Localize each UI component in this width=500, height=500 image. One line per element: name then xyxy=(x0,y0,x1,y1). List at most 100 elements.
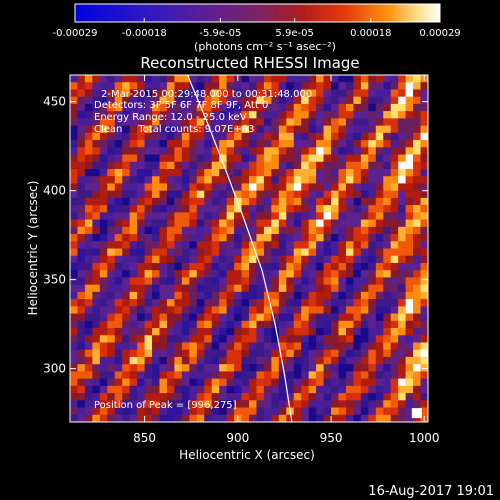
heatmap-cell xyxy=(137,205,145,213)
heatmap-cell xyxy=(226,161,235,170)
heatmap-cell xyxy=(413,118,421,126)
heatmap-cell xyxy=(234,262,242,271)
heatmap-cell xyxy=(278,313,287,322)
heatmap-cell xyxy=(301,183,309,191)
heatmap-cell xyxy=(92,118,101,126)
heatmap-cell xyxy=(99,291,108,300)
heatmap-cell xyxy=(301,248,309,257)
heatmap-cell xyxy=(249,147,257,155)
heatmap-cell xyxy=(383,241,392,249)
heatmap-cell xyxy=(70,118,78,126)
heatmap-cell xyxy=(308,378,317,387)
heatmap-cell xyxy=(293,270,302,278)
heatmap-cell xyxy=(338,356,347,365)
heatmap-cell xyxy=(271,400,280,408)
heatmap-cell xyxy=(129,234,138,242)
heatmap-cell xyxy=(181,161,190,170)
heatmap-cell xyxy=(129,140,138,148)
heatmap-cell xyxy=(196,234,205,242)
heatmap-cell xyxy=(316,234,324,242)
heatmap-cell xyxy=(256,161,265,170)
heatmap-cell xyxy=(219,161,227,170)
heatmap-cell xyxy=(84,371,93,379)
heatmap-cell xyxy=(338,262,347,271)
heatmap-cell xyxy=(375,103,384,112)
heatmap-cell xyxy=(211,364,220,372)
heatmap-cell xyxy=(323,335,332,343)
heatmap-cell xyxy=(331,270,339,278)
heatmap-cell xyxy=(286,364,295,372)
heatmap-cell xyxy=(420,190,428,199)
heatmap-cell xyxy=(241,89,250,97)
heatmap-cell xyxy=(353,219,362,228)
heatmap-cell xyxy=(159,125,168,134)
heatmap-cell xyxy=(256,291,265,300)
heatmap-cell xyxy=(338,328,347,336)
annotation-energy: Energy Range: 12.0 - 25.0 keV xyxy=(94,112,247,123)
heatmap-cell xyxy=(152,248,160,257)
heatmap-cell xyxy=(375,190,384,199)
heatmap-cell xyxy=(219,111,227,119)
heatmap-cell xyxy=(323,277,332,285)
heatmap-cell xyxy=(92,320,101,329)
heatmap-cell xyxy=(293,306,302,314)
heatmap-cell xyxy=(70,356,78,365)
heatmap-cell xyxy=(137,154,145,163)
heatmap-cell xyxy=(256,385,265,394)
heatmap-cell xyxy=(77,190,86,199)
heatmap-cell xyxy=(77,248,86,257)
heatmap-cell xyxy=(278,356,287,365)
heatmap-cell xyxy=(368,219,377,228)
heatmap-cell xyxy=(166,212,175,220)
heatmap-cell xyxy=(129,168,138,177)
heatmap-cell xyxy=(129,183,138,191)
heatmap-cell xyxy=(383,75,392,83)
heatmap-cell xyxy=(92,284,101,293)
heatmap-cell xyxy=(398,212,406,220)
heatmap-cell xyxy=(181,393,190,401)
heatmap-cell xyxy=(420,349,428,358)
heatmap-cell xyxy=(301,299,309,307)
heatmap-cell xyxy=(144,342,153,351)
heatmap-cell xyxy=(293,356,302,365)
heatmap-cell xyxy=(152,125,160,134)
heatmap-cell xyxy=(398,356,406,365)
heatmap-cell xyxy=(166,125,175,134)
heatmap-cell xyxy=(405,75,414,83)
heatmap-cell xyxy=(293,140,302,148)
heatmap-cell xyxy=(323,118,332,126)
heatmap-cell xyxy=(92,277,101,285)
heatmap-cell xyxy=(278,125,287,134)
heatmap-cell xyxy=(293,219,302,228)
heatmap-cell xyxy=(293,111,302,119)
heatmap-cell xyxy=(114,335,123,343)
heatmap-cell xyxy=(144,320,153,329)
heatmap-cell xyxy=(368,378,377,387)
heatmap-cell xyxy=(375,118,384,126)
heatmap-cell xyxy=(189,342,198,351)
heatmap-cell xyxy=(92,103,101,112)
heatmap-cell xyxy=(256,154,265,163)
heatmap-cell xyxy=(144,96,153,105)
heatmap-cell xyxy=(301,414,309,422)
heatmap-cell xyxy=(353,364,362,372)
heatmap-cell xyxy=(383,320,392,329)
heatmap-cell xyxy=(360,147,369,155)
heatmap-cell xyxy=(77,255,86,264)
heatmap-cell xyxy=(219,313,227,322)
heatmap-cell xyxy=(114,103,123,112)
heatmap-cell xyxy=(405,205,414,213)
heatmap-cell xyxy=(92,378,101,387)
heatmap-cell xyxy=(122,400,130,408)
heatmap-cell xyxy=(293,284,302,293)
heatmap-cell xyxy=(77,400,86,408)
heatmap-cell xyxy=(211,219,220,228)
heatmap-cell xyxy=(331,219,339,228)
heatmap-cell xyxy=(77,183,86,191)
heatmap-cell xyxy=(189,241,198,249)
heatmap-cell xyxy=(413,299,421,307)
heatmap-cell xyxy=(263,371,272,379)
heatmap-cell xyxy=(122,183,130,191)
heatmap-cell xyxy=(353,212,362,220)
heatmap-cell xyxy=(308,328,317,336)
